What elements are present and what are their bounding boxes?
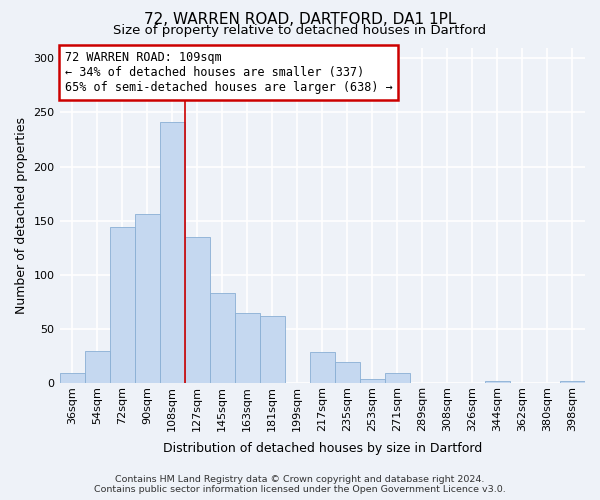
Bar bbox=[260, 316, 285, 383]
Bar bbox=[134, 214, 160, 383]
Y-axis label: Number of detached properties: Number of detached properties bbox=[15, 116, 28, 314]
Text: Contains HM Land Registry data © Crown copyright and database right 2024.
Contai: Contains HM Land Registry data © Crown c… bbox=[94, 474, 506, 494]
Bar bbox=[185, 237, 209, 383]
Bar bbox=[360, 378, 385, 383]
Bar bbox=[85, 350, 110, 383]
Text: 72, WARREN ROAD, DARTFORD, DA1 1PL: 72, WARREN ROAD, DARTFORD, DA1 1PL bbox=[144, 12, 456, 26]
Bar bbox=[560, 381, 585, 383]
Bar bbox=[160, 122, 185, 383]
Bar bbox=[385, 373, 410, 383]
Bar bbox=[310, 352, 335, 383]
Bar bbox=[209, 293, 235, 383]
Bar bbox=[485, 381, 510, 383]
Bar bbox=[110, 227, 134, 383]
Text: Size of property relative to detached houses in Dartford: Size of property relative to detached ho… bbox=[113, 24, 487, 37]
Bar bbox=[235, 312, 260, 383]
Bar bbox=[335, 362, 360, 383]
Text: 72 WARREN ROAD: 109sqm
← 34% of detached houses are smaller (337)
65% of semi-de: 72 WARREN ROAD: 109sqm ← 34% of detached… bbox=[65, 51, 392, 94]
X-axis label: Distribution of detached houses by size in Dartford: Distribution of detached houses by size … bbox=[163, 442, 482, 455]
Bar bbox=[59, 373, 85, 383]
